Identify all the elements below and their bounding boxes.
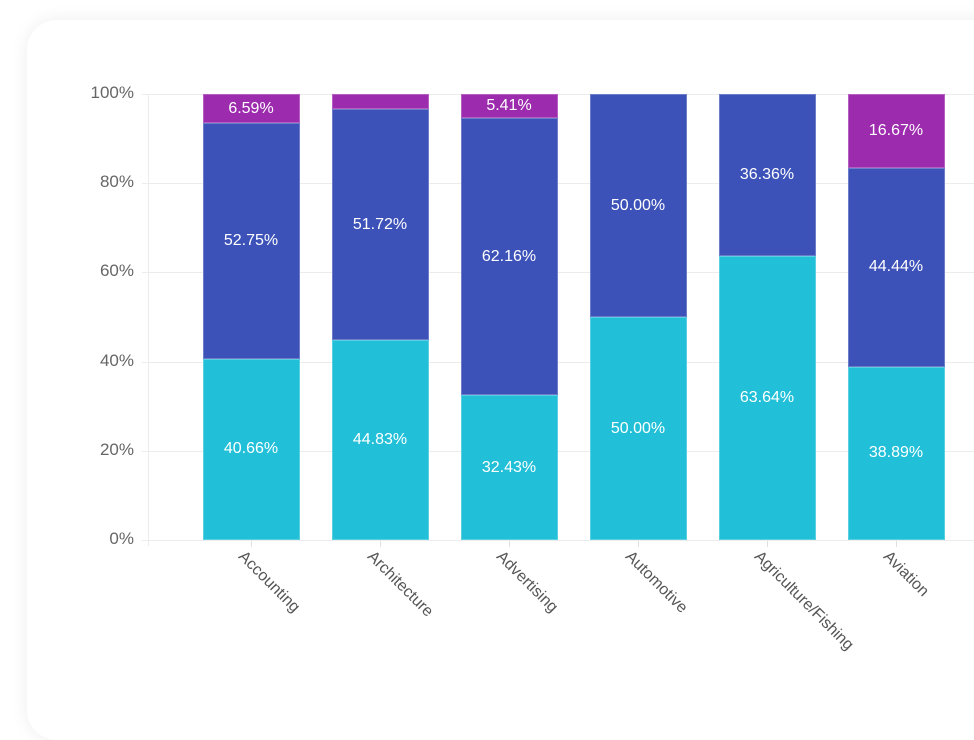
y-axis-tick-label: 80% bbox=[99, 172, 134, 192]
bar-segment[interactable]: 50.00% bbox=[589, 94, 687, 317]
data-label: 6.59% bbox=[228, 99, 274, 117]
x-axis-category-label: Agriculture/Fishing bbox=[750, 548, 857, 654]
data-label: 63.64% bbox=[739, 389, 795, 407]
gridline bbox=[142, 450, 974, 452]
bar-segment[interactable]: 44.83% bbox=[331, 340, 429, 540]
data-label: 16.67% bbox=[868, 122, 924, 140]
x-axis-category-label: Advertising bbox=[492, 548, 561, 616]
x-axis-tick bbox=[380, 541, 381, 547]
data-label: 5.41% bbox=[486, 97, 532, 115]
data-label: 62.16% bbox=[481, 247, 537, 265]
data-label: 44.44% bbox=[868, 258, 924, 276]
y-axis-line bbox=[148, 94, 149, 546]
gridline bbox=[142, 183, 974, 185]
bar-segment[interactable]: 38.89% bbox=[847, 366, 945, 540]
bar-segment[interactable]: 32.43% bbox=[460, 395, 558, 540]
gridline bbox=[142, 540, 974, 541]
data-label: 44.83% bbox=[352, 431, 408, 449]
x-axis-tick bbox=[638, 541, 639, 547]
x-axis-tick bbox=[896, 541, 897, 547]
bar-segment[interactable]: 44.44% bbox=[847, 168, 945, 367]
y-axis-tick-label: 60% bbox=[99, 261, 134, 281]
gridline bbox=[142, 272, 974, 274]
bar-segment[interactable]: 62.16% bbox=[460, 118, 558, 396]
gridline bbox=[142, 361, 974, 363]
data-label: 36.36% bbox=[739, 166, 795, 184]
data-label: 50.00% bbox=[610, 196, 666, 214]
data-label: 40.66% bbox=[223, 440, 279, 458]
y-axis-tick-label: 100% bbox=[90, 83, 134, 102]
bar-segment[interactable]: 36.36% bbox=[718, 94, 816, 257]
bar-segment[interactable]: 16.67% bbox=[847, 94, 945, 169]
stacked-bar-chart: 0% 20% 40% 60% 80% 100% 40.66% 52.75% 6.59% Accou… bbox=[90, 83, 974, 654]
y-axis-tick-label: 40% bbox=[99, 350, 134, 370]
data-label: 38.89% bbox=[868, 444, 924, 462]
bar-segment[interactable]: 63.64% bbox=[718, 256, 816, 540]
bar-segment[interactable]: 40.66% bbox=[202, 358, 300, 540]
x-axis-tick bbox=[509, 541, 510, 547]
data-label: 51.72% bbox=[352, 215, 408, 233]
bar-segment[interactable]: 52.75% bbox=[202, 123, 300, 359]
x-axis-category-label: Accounting bbox=[234, 548, 303, 617]
data-label: 50.00% bbox=[610, 419, 666, 437]
y-axis-tick-label: 20% bbox=[99, 439, 134, 459]
bar-segment[interactable]: 6.59% bbox=[202, 94, 300, 124]
data-label: 52.75% bbox=[223, 232, 279, 250]
data-label: 32.43% bbox=[481, 458, 537, 476]
y-axis-tick-label: 0% bbox=[109, 529, 134, 548]
gridline bbox=[142, 94, 974, 95]
x-axis-tick bbox=[767, 541, 768, 547]
bar-segment[interactable]: 51.72% bbox=[331, 109, 429, 341]
x-axis-category-label: Aviation bbox=[879, 548, 933, 601]
bar-segment[interactable]: 5.41% bbox=[460, 94, 558, 119]
x-axis-category-label: Automotive bbox=[621, 548, 691, 617]
x-axis-tick bbox=[251, 541, 252, 547]
x-axis-category-label: Architecture bbox=[363, 548, 437, 621]
bar-segment[interactable] bbox=[331, 94, 429, 110]
bar-segment[interactable]: 50.00% bbox=[589, 317, 687, 540]
